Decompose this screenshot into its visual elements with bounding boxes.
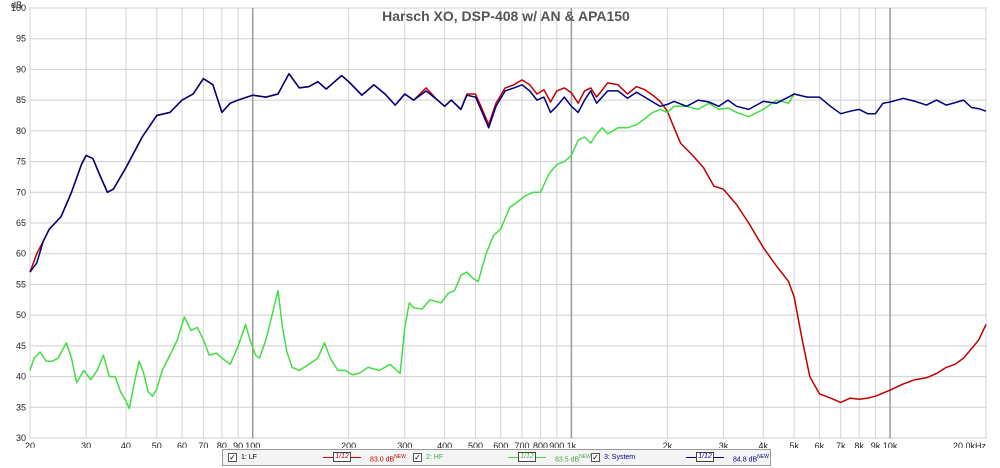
y-tick-label: 35 bbox=[16, 402, 26, 412]
legend-checkbox-hf[interactable]: ✓ bbox=[413, 453, 422, 462]
legend-value-lf: 83.0 dBNEW bbox=[370, 454, 406, 464]
smoothing-value-lf: 1/12 bbox=[333, 452, 351, 462]
x-tick-label: 5k bbox=[789, 441, 799, 448]
x-tick-label: 700 bbox=[515, 441, 530, 448]
y-tick-label: 75 bbox=[16, 157, 26, 167]
legend-name-hf: 2: HF bbox=[426, 454, 444, 461]
y-tick-label: 100 bbox=[11, 3, 26, 13]
smoothing-indicator-lf[interactable]: 1/12 bbox=[323, 452, 361, 463]
x-tick-label: 200 bbox=[341, 441, 356, 448]
x-tick-label: 300 bbox=[397, 441, 412, 448]
x-tick-label: 20 bbox=[25, 441, 35, 448]
x-tick-label: 2k bbox=[663, 441, 673, 448]
legend-checkbox-system[interactable]: ✓ bbox=[591, 453, 600, 462]
y-tick-label: 50 bbox=[16, 310, 26, 320]
x-tick-label: 10k bbox=[883, 441, 898, 448]
x-tick-label: 100 bbox=[245, 441, 260, 448]
x-tick-label: 600 bbox=[493, 441, 508, 448]
legend-value-hf: 83.5 dBNEW bbox=[555, 454, 591, 464]
series-line-system bbox=[29, 72, 987, 273]
x-tick-label: 800 bbox=[533, 441, 548, 448]
x-tick-label: 60 bbox=[177, 441, 187, 448]
x-tick-label: 8k bbox=[854, 441, 864, 448]
y-tick-label: 55 bbox=[16, 279, 26, 289]
x-tick-label: 3k bbox=[719, 441, 729, 448]
y-tick-label: 60 bbox=[16, 249, 26, 259]
x-tick-label: 30 bbox=[81, 441, 91, 448]
y-tick-label: 90 bbox=[16, 64, 26, 74]
x-tick-label: 7k bbox=[836, 441, 846, 448]
legend-value-system: 84.8 dBNEW bbox=[733, 454, 769, 464]
chart-title: Harsch XO, DSP-408 w/ AN & APA150 bbox=[382, 8, 630, 24]
y-tick-label: 30 bbox=[16, 433, 26, 443]
y-tick-label: 40 bbox=[16, 372, 26, 382]
smoothing-value-hf: 1/12 bbox=[518, 452, 536, 462]
grid-layer bbox=[29, 7, 987, 439]
x-tick-label: 6k bbox=[815, 441, 825, 448]
x-tick-label: 40 bbox=[121, 441, 131, 448]
y-tick-label: 85 bbox=[16, 95, 26, 105]
y-tick-label: 65 bbox=[16, 218, 26, 228]
x-tick-label: 50 bbox=[152, 441, 162, 448]
y-tick-label: 80 bbox=[16, 126, 26, 136]
y-tick-label: 70 bbox=[16, 187, 26, 197]
x-tick-label: 80 bbox=[217, 441, 227, 448]
smoothing-indicator-system[interactable]: 1/12 bbox=[686, 452, 724, 463]
y-tick-label: 95 bbox=[16, 34, 26, 44]
x-tick-label: 500 bbox=[468, 441, 483, 448]
y-tick-label: 45 bbox=[16, 341, 26, 351]
x-tick-label: 20.0kHz bbox=[953, 441, 987, 448]
smoothing-value-system: 1/12 bbox=[696, 452, 714, 462]
x-tick-label: 400 bbox=[437, 441, 452, 448]
smoothing-indicator-hf[interactable]: 1/12 bbox=[508, 452, 546, 463]
legend-name-lf: 1: LF bbox=[241, 454, 257, 461]
series-layer bbox=[29, 72, 987, 410]
y-axis-unit-label: dB bbox=[11, 0, 22, 10]
x-tick-label: 9k bbox=[871, 441, 881, 448]
legend-name-system: 3: System bbox=[604, 454, 636, 461]
series-line-hf bbox=[29, 93, 795, 410]
x-tick-label: 4k bbox=[759, 441, 769, 448]
legend-checkbox-lf[interactable]: ✓ bbox=[228, 453, 237, 462]
x-tick-label: 70 bbox=[198, 441, 208, 448]
x-tick-label: 900 bbox=[549, 441, 564, 448]
legend-bar: ✓ 1: LF 1/12 83.0 dBNEW ✓ 2: HF 1/12 83.… bbox=[222, 449, 771, 466]
x-tick-label: 90 bbox=[233, 441, 243, 448]
x-tick-label: 1k bbox=[567, 441, 577, 448]
